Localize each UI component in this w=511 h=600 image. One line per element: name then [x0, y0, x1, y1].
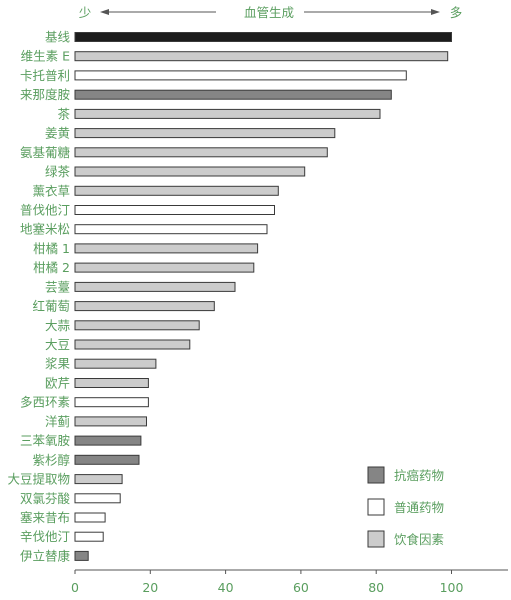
- bar: [74, 147, 328, 158]
- category-label: 多西环素: [20, 395, 70, 410]
- x-tick-label: 100: [440, 580, 464, 595]
- category-label: 双氯芬酸: [20, 491, 71, 506]
- category-label: 柑橘 2: [33, 260, 70, 275]
- legend-label-regular-drug: 普通药物: [394, 500, 444, 515]
- legend-label-dietary: 饮食因素: [394, 532, 444, 547]
- category-label: 大豆: [45, 337, 70, 352]
- bar: [74, 108, 381, 119]
- bar: [74, 224, 268, 235]
- bar: [74, 435, 142, 446]
- bar: [74, 301, 215, 312]
- header-title: 血管生成: [244, 5, 294, 20]
- category-label: 塞来昔布: [20, 510, 70, 525]
- category-label: 姜黄: [45, 126, 70, 141]
- x-tick-label: 80: [368, 580, 384, 595]
- category-label: 普伐他汀: [20, 203, 70, 218]
- x-tick-label: 20: [142, 580, 158, 595]
- bar: [74, 32, 452, 42]
- bar: [74, 474, 123, 485]
- bars: [74, 32, 452, 561]
- bar: [74, 320, 200, 331]
- category-label: 柑橘 1: [33, 241, 70, 256]
- bar: [74, 512, 106, 523]
- category-label: 地塞米松: [20, 222, 70, 237]
- category-label: 浆果: [45, 356, 71, 371]
- right-arrow-icon: [304, 9, 440, 15]
- bar: [74, 128, 336, 139]
- bar: [74, 378, 149, 388]
- category-label: 紫杉醇: [32, 452, 70, 467]
- category-label: 辛伐他汀: [20, 529, 70, 544]
- x-tick-label: 60: [293, 580, 309, 595]
- category-label: 绿茶: [45, 164, 71, 179]
- bar: [74, 166, 306, 177]
- category-label: 伊立替康: [20, 548, 71, 563]
- bar: [74, 550, 89, 561]
- bar: [74, 416, 147, 427]
- header-left-label: 少: [79, 5, 92, 20]
- category-label: 卡托普利: [20, 68, 70, 83]
- category-label: 红葡萄: [32, 299, 70, 314]
- x-axis: 0 20 40 60 80 100: [71, 569, 508, 595]
- category-label: 氨基葡糖: [20, 145, 71, 160]
- category-label: 茶: [57, 106, 70, 121]
- category-label: 芸薹: [45, 279, 70, 294]
- category-label: 欧芹: [45, 376, 70, 391]
- bar: [74, 205, 275, 215]
- legend-label-anticancer: 抗癌药物: [394, 468, 444, 483]
- bar: [74, 243, 259, 254]
- bar: [74, 531, 104, 542]
- category-label: 大豆提取物: [7, 472, 70, 487]
- x-tick-label: 40: [218, 580, 234, 595]
- category-label: 基线: [45, 30, 71, 45]
- bar: [74, 454, 140, 465]
- legend: 抗癌药物 普通药物 饮食因素: [367, 466, 444, 548]
- category-label: 大蒜: [45, 318, 71, 333]
- bar: [74, 493, 121, 504]
- header-right-label: 多: [450, 5, 463, 20]
- x-tick-label: 0: [71, 580, 79, 595]
- bar: [74, 358, 157, 369]
- bar: [74, 89, 392, 100]
- legend-swatch-anticancer: [367, 466, 385, 484]
- bar: [74, 397, 149, 408]
- category-label: 维生素 E: [21, 49, 70, 64]
- bar: [74, 262, 255, 273]
- legend-swatch-regular-drug: [367, 498, 385, 516]
- category-label: 来那度胺: [20, 87, 70, 102]
- left-arrow-icon: [100, 9, 216, 15]
- bar: [74, 51, 449, 62]
- chart-header: 少 血管生成 多: [79, 5, 463, 20]
- legend-swatch-dietary: [367, 530, 385, 548]
- bar: [74, 70, 407, 81]
- category-label: 洋蓟: [45, 414, 70, 429]
- category-label: 薰衣草: [32, 183, 70, 198]
- bar: [74, 281, 236, 292]
- bar: [74, 185, 279, 196]
- category-label: 三苯氧胺: [20, 433, 70, 448]
- bar: [74, 339, 191, 350]
